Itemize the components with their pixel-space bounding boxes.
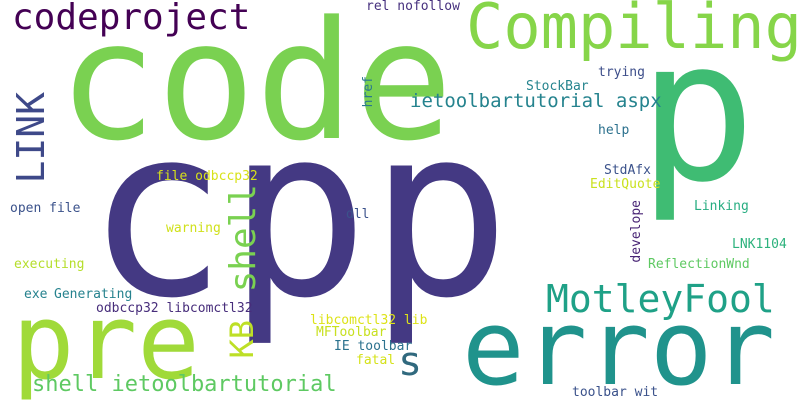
word-href: href xyxy=(361,76,376,108)
word-generating: Generating xyxy=(54,287,133,302)
word-develope: develope xyxy=(629,200,644,263)
word-p: p xyxy=(638,0,757,226)
word-executing: executing xyxy=(14,257,85,272)
word-shell-ietoolbartutorial: shell ietoolbartutorial xyxy=(32,372,337,397)
word-exe: exe xyxy=(24,287,48,302)
word-error: error xyxy=(462,287,776,400)
word-trying: trying xyxy=(598,65,645,80)
word-link: LINK xyxy=(9,92,53,184)
word-libcomctl32-lib: libcomctl32 lib xyxy=(310,313,428,328)
word-linking: Linking xyxy=(694,199,749,214)
word-reflectionwnd: ReflectionWnd xyxy=(648,257,750,272)
word-ietoolbartutorial-aspx: ietoolbartutorial aspx xyxy=(410,90,662,112)
word-help: help xyxy=(598,123,630,138)
word-odbccp32-libcomctl32: odbccp32 libcomctl32 xyxy=(96,301,253,316)
word-toolbar-wit: toolbar wit xyxy=(572,385,659,400)
word-code: code xyxy=(58,0,453,177)
word-stdafx: StdAfx xyxy=(604,163,651,178)
word-shell: shell xyxy=(223,184,264,293)
word-editquote: EditQuote xyxy=(590,177,661,192)
word-pre: pre xyxy=(12,281,200,400)
word-ie-toolbar: IE toolbar xyxy=(334,339,413,354)
word-s: s xyxy=(398,339,423,385)
word-fatal: fatal xyxy=(356,353,396,368)
word-kb: KB xyxy=(223,320,261,359)
word-mftoolbar: MFToolbar xyxy=(316,325,387,340)
word-dll: dll xyxy=(346,207,370,222)
word-open-file: open file xyxy=(10,201,81,216)
word-stockbar: StockBar xyxy=(526,79,589,94)
word-motleyfool: MotleyFool xyxy=(546,277,775,321)
word-file-odbccp32: file odbccp32 xyxy=(156,169,258,184)
word-compiling: Compiling xyxy=(466,0,800,63)
word-lnk1104: LNK1104 xyxy=(732,237,787,252)
word-codeproject: codeproject xyxy=(12,0,251,38)
word-cpp: cpp xyxy=(86,77,511,350)
word-rel-nofollow: rel nofollow xyxy=(366,0,460,14)
word-warning: warning xyxy=(166,221,221,236)
